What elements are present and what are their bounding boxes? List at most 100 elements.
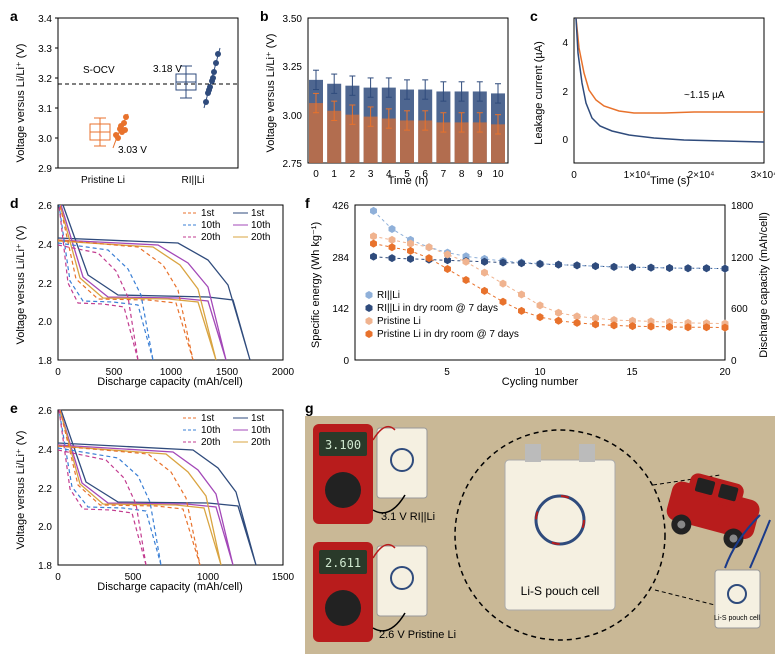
svg-text:3.50: 3.50	[283, 14, 303, 25]
svg-text:2.9: 2.9	[38, 164, 52, 175]
svg-text:Cycling number: Cycling number	[502, 376, 579, 388]
panel-c-chart: 0 2 4 ~1.15 µA 0 1×10⁴ 2×10⁴ 3×10⁴ Leaka…	[530, 8, 775, 188]
svg-text:426: 426	[332, 201, 349, 212]
svg-text:Pristine Li in dry room @ 7 da: Pristine Li in dry room @ 7 days	[377, 329, 519, 340]
svg-text:Voltage versus Li/Li⁺ (V): Voltage versus Li/Li⁺ (V)	[15, 226, 27, 345]
svg-text:3: 3	[368, 169, 374, 180]
multimeter1-label: 3.1 V RI||Li	[381, 511, 435, 523]
svg-text:8: 8	[459, 169, 465, 180]
svg-text:3×10⁴: 3×10⁴	[751, 170, 775, 181]
panel-e-chart: 1.8 2.0 2.2 2.4 2.6 0 500 1000 1500 1st …	[10, 400, 295, 595]
panel-e: e 1.8 2.0 2.2 2.4 2.6 0 500 1000 1500 1s…	[10, 400, 295, 595]
svg-text:2.0: 2.0	[38, 522, 52, 533]
svg-text:0: 0	[571, 170, 577, 181]
panel-a-chart: 2.9 3.0 3.1 3.2 3.3 3.4 S-OCV	[10, 8, 250, 188]
panel-b: b 2.75 3.00 3.25 3.50 012345678910 Volta…	[260, 8, 520, 188]
svg-text:Voltage versus Li/Li⁺ (V): Voltage versus Li/Li⁺ (V)	[15, 431, 27, 550]
pristine-box	[90, 114, 129, 148]
svg-text:Pristine Li: Pristine Li	[377, 316, 421, 327]
svg-text:3.3: 3.3	[38, 44, 52, 55]
svg-text:20th: 20th	[251, 437, 270, 448]
svg-text:20: 20	[719, 367, 731, 378]
panel-d-label: d	[10, 195, 19, 211]
socv-label: S-OCV	[83, 65, 115, 76]
svg-text:2×10⁴: 2×10⁴	[688, 170, 715, 181]
svg-text:2.6: 2.6	[38, 406, 52, 417]
svg-text:600: 600	[731, 304, 748, 315]
svg-text:3.1: 3.1	[38, 104, 52, 115]
svg-text:2.611: 2.611	[325, 556, 361, 570]
pristine-value: 3.03 V	[118, 145, 147, 156]
svg-text:1500: 1500	[272, 572, 295, 583]
svg-text:1.8: 1.8	[38, 561, 52, 572]
panel-c-label: c	[530, 8, 538, 24]
panel-g-photo: 3.100 3.1 V RI||Li 2.611 2.6 V Pristine …	[305, 400, 775, 660]
svg-text:2: 2	[562, 87, 568, 98]
svg-text:284: 284	[332, 253, 349, 264]
svg-text:20th: 20th	[201, 437, 220, 448]
svg-text:1st: 1st	[251, 413, 265, 424]
svg-text:2000: 2000	[272, 367, 295, 378]
panel-c-xlabel: Time (s)	[650, 175, 690, 187]
panel-e-label: e	[10, 400, 18, 416]
panel-b-ylabel: Voltage versus Li/Li⁺ (V)	[265, 34, 277, 153]
svg-text:1200: 1200	[731, 253, 754, 264]
svg-text:10: 10	[492, 169, 504, 180]
svg-text:RI||Li: RI||Li	[377, 290, 400, 301]
svg-text:10th: 10th	[251, 425, 270, 436]
panel-c-ylabel: Leakage current (µA)	[533, 41, 545, 145]
c-orange-curve	[576, 18, 764, 113]
svg-text:10th: 10th	[201, 220, 220, 231]
svg-text:Discharge capacity (mAh/cell): Discharge capacity (mAh/cell)	[97, 376, 243, 388]
svg-text:2: 2	[350, 169, 356, 180]
svg-text:2.2: 2.2	[38, 279, 52, 290]
svg-text:2.2: 2.2	[38, 484, 52, 495]
svg-text:15: 15	[626, 367, 638, 378]
svg-text:Discharge capacity (mAh/cell): Discharge capacity (mAh/cell)	[758, 212, 770, 358]
svg-text:1×10⁴: 1×10⁴	[624, 170, 651, 181]
panel-d-chart: 1.8 2.0 2.2 2.4 2.6 0 500 1000 1500 2000…	[10, 195, 295, 390]
panel-b-xlabel: Time (h)	[388, 175, 429, 187]
svg-text:3.100: 3.100	[325, 438, 361, 452]
svg-text:5: 5	[444, 367, 450, 378]
multimeter2-label: 2.6 V Pristine Li	[379, 629, 456, 641]
panel-a: a 2.9 3.0 3.1 3.2 3.3 3.4 S-OCV	[10, 8, 250, 188]
svg-text:3.0: 3.0	[38, 134, 52, 145]
svg-text:20th: 20th	[201, 232, 220, 243]
svg-text:0: 0	[731, 356, 737, 367]
svg-text:3.4: 3.4	[38, 14, 52, 25]
panel-g-label: g	[305, 400, 314, 416]
pouch-cell: Li-S pouch cell	[505, 444, 615, 610]
svg-text:4: 4	[562, 38, 568, 49]
panel-b-label: b	[260, 8, 269, 24]
svg-text:0: 0	[55, 367, 61, 378]
svg-text:1.8: 1.8	[38, 356, 52, 367]
svg-text:2.4: 2.4	[38, 240, 52, 251]
svg-text:9: 9	[477, 169, 483, 180]
rili-value: 3.18 V	[153, 64, 182, 75]
svg-text:RI||Li in dry room @ 7 days: RI||Li in dry room @ 7 days	[377, 303, 498, 314]
svg-text:Specific energy (Wh kg⁻¹): Specific energy (Wh kg⁻¹)	[310, 222, 322, 348]
svg-text:0: 0	[343, 356, 349, 367]
svg-text:1800: 1800	[731, 201, 754, 212]
panel-a-ylabel: Voltage versus Li/Li⁺ (V)	[15, 44, 27, 163]
svg-text:2.0: 2.0	[38, 317, 52, 328]
svg-text:Li-S pouch cell: Li-S pouch cell	[714, 615, 760, 622]
c-blue-curve	[576, 18, 764, 142]
cat-pristine: Pristine Li	[81, 175, 125, 186]
svg-text:0: 0	[562, 135, 568, 146]
panel-d: d 1.8 2.0 2.2 2.4 2.6 0 500 1000 1500 20…	[10, 195, 295, 390]
panel-f: f 0 142 284 426 0 600 1200 1800 5 10 15 …	[305, 195, 780, 390]
panel-b-chart: 2.75 3.00 3.25 3.50 012345678910 Voltage…	[260, 8, 520, 188]
svg-text:2.4: 2.4	[38, 445, 52, 456]
panel-c: c 0 2 4 ~1.15 µA 0 1×10⁴ 2×10⁴ 3×10⁴ Lea…	[530, 8, 775, 188]
svg-text:1st: 1st	[251, 208, 265, 219]
panel-g: g 3.100 3.1 V RI||Li 2.611 2.6 V Pristin…	[305, 400, 775, 660]
c-annotation: ~1.15 µA	[684, 90, 725, 101]
panel-f-chart: 0 142 284 426 0 600 1200 1800 5 10 15 20…	[305, 195, 780, 390]
svg-text:0: 0	[313, 169, 319, 180]
svg-text:1: 1	[331, 169, 337, 180]
rili-box	[176, 48, 221, 108]
svg-text:Li-S pouch cell: Li-S pouch cell	[521, 584, 600, 598]
svg-text:3.25: 3.25	[283, 62, 303, 73]
